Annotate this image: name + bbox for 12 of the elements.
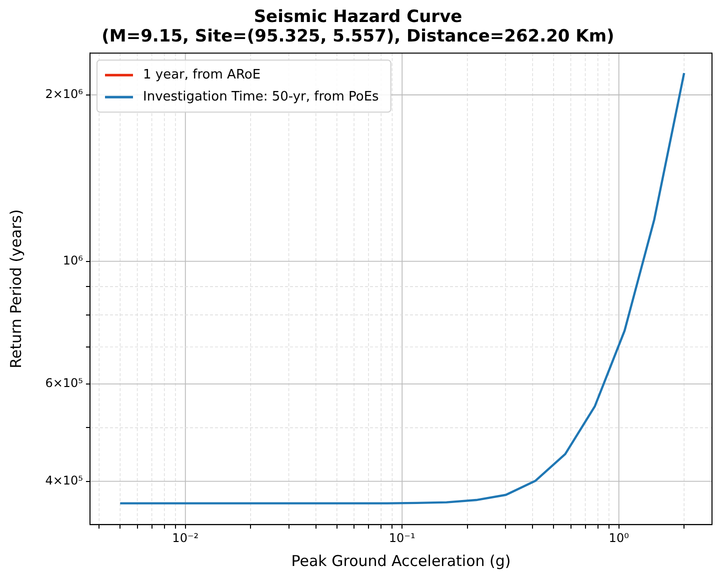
x-tick-label: 10⁻¹ [388,530,416,545]
y-tick-label: 6×10⁵ [45,376,84,390]
y-tick-label: 10⁶ [62,253,84,268]
x-tick-label: 10⁻² [172,530,199,545]
y-tick-label: 4×10⁵ [45,473,84,488]
y-axis-title: Return Period (years) [6,209,25,368]
legend-label: Investigation Time: 50-yr, from PoEs [143,89,380,104]
x-tick-label: 10⁰ [608,530,630,545]
legend-label: 1 year, from ARoE [143,67,261,82]
x-axis-title: Peak Ground Acceleration (g) [291,552,511,570]
y-tick-label: 2×10⁶ [45,86,84,101]
chart-title: Seismic Hazard Curve (M=9.15, Site=(95.325, 5.557), Distance=262.20 Km) [102,7,614,47]
